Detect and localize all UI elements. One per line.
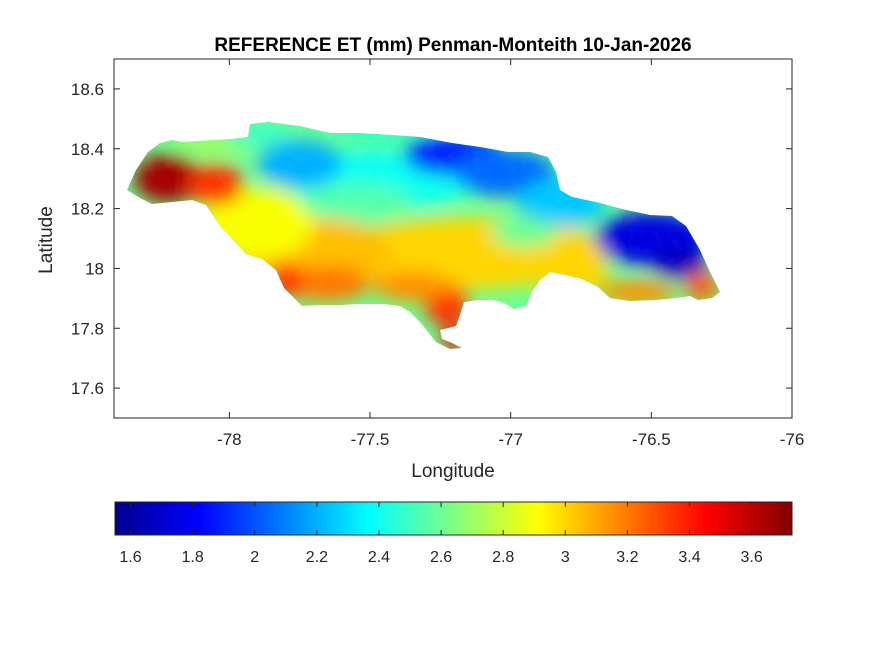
colorbar: [114, 501, 793, 536]
y-axis-ticks: 17.6 17.8 18 18.2 18.4 18.6: [71, 80, 792, 398]
x-tick-label: -77.5: [351, 430, 390, 449]
x-tick-label: -78: [217, 430, 242, 449]
colorbar-tick-label: 2: [250, 549, 259, 566]
chart-title: REFERENCE ET (mm) Penman-Monteith 10-Jan…: [214, 35, 691, 56]
y-tick-label: 18: [85, 259, 104, 278]
x-tick-label: -77: [498, 430, 523, 449]
x-axis-label: Longitude: [411, 461, 494, 482]
colorbar-tick-label: 3.6: [741, 549, 763, 566]
y-tick-label: 17.8: [71, 319, 104, 338]
colorbar-tick-label: 2.4: [368, 549, 390, 566]
colorbar-tick-label: 1.8: [182, 549, 204, 566]
y-tick-label: 18.2: [71, 200, 104, 219]
y-tick-label: 18.4: [71, 140, 104, 159]
y-tick-label: 18.6: [71, 80, 104, 99]
et-heatmap: [127, 122, 720, 349]
colorbar-tick-label: 3.2: [616, 549, 638, 566]
x-axis-ticks: -78 -77.5 -77 -76.5 -76: [217, 59, 804, 449]
y-tick-label: 17.6: [71, 379, 104, 398]
colorbar-tick-label: 3: [561, 549, 570, 566]
x-tick-label: -76: [780, 430, 805, 449]
heatmap-texture: [127, 122, 720, 349]
colorbar-tick-label: 1.6: [119, 549, 141, 566]
x-tick-label: -76.5: [632, 430, 671, 449]
colorbar-tick-label: 3.4: [678, 549, 700, 566]
et-region: [327, 122, 441, 134]
colorbar-tick-label: 2.8: [492, 549, 514, 566]
axes-box: [113, 58, 793, 419]
colorbar-tick-label: 2.6: [430, 549, 452, 566]
colorbar-ticks: 1.6 1.8 2 2.2 2.4 2.6 2.8 3 3.2 3.4 3.6: [119, 502, 763, 566]
colorbar-tick-label: 2.2: [306, 549, 328, 566]
y-axis-label: Latitude: [36, 206, 57, 274]
